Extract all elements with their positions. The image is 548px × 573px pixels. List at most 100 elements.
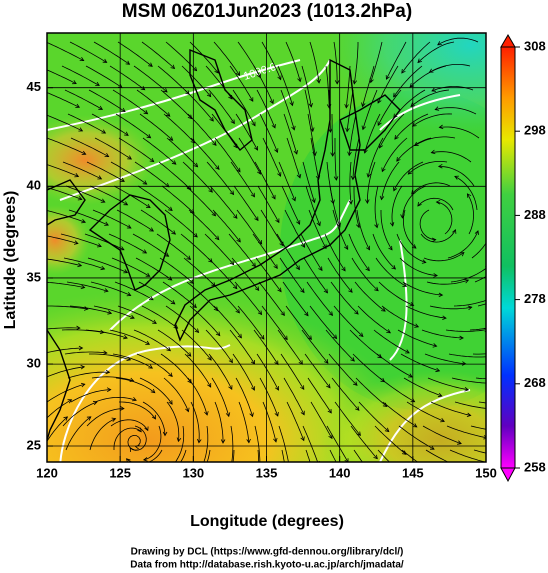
streamline (190, 137, 220, 170)
streamline-arrow (76, 325, 81, 331)
streamline-arrow (277, 287, 282, 293)
streamline-arrow (355, 406, 360, 411)
streamline (67, 371, 110, 379)
streamline (256, 353, 279, 391)
streamline (453, 299, 486, 307)
streamline-arrow (80, 284, 86, 290)
streamline-arrow (328, 434, 333, 440)
isobar (389, 239, 408, 361)
streamline-arrow (285, 488, 289, 492)
streamline (252, 233, 278, 269)
streamline (93, 41, 130, 65)
streamline-arrow (300, 288, 305, 294)
streamline-arrow (126, 292, 132, 297)
streamline (86, 161, 125, 182)
streamline (206, 449, 211, 462)
streamline (137, 185, 173, 211)
streamline-arrow (464, 386, 470, 392)
streamline (160, 89, 192, 119)
streamline (213, 41, 240, 76)
streamline (164, 209, 198, 238)
streamline (393, 65, 423, 98)
streamline (47, 327, 80, 330)
streamline (162, 281, 197, 308)
streamline-arrow (81, 150, 87, 155)
streamline (174, 425, 185, 462)
streamline-arrow (352, 79, 358, 85)
streamline (214, 401, 224, 443)
streamline-arrow (214, 69, 219, 74)
streamline-arrow (430, 149, 436, 155)
streamline (302, 425, 319, 462)
streamline (372, 233, 396, 270)
streamline-arrow (207, 356, 212, 361)
streamline-arrow (120, 406, 125, 411)
streamline (142, 137, 177, 165)
streamline (257, 449, 260, 462)
streamline (94, 396, 137, 403)
streamline (427, 377, 469, 391)
streamline-arrow (80, 382, 86, 388)
streamline-arrow (228, 385, 233, 390)
streamline-arrow (374, 286, 379, 292)
streamline-arrow (77, 196, 83, 201)
streamline (309, 305, 337, 339)
streamline (187, 377, 208, 416)
streamline-arrow (432, 471, 436, 474)
streamline-arrow (232, 284, 238, 290)
streamline-arrow (104, 221, 109, 226)
streamline-arrow (144, 426, 149, 432)
streamline-arrow (400, 214, 405, 219)
streamline (229, 329, 255, 365)
streamline-arrow (143, 110, 149, 115)
streamline (86, 408, 124, 427)
streamline-arrow (434, 106, 440, 111)
streamline (143, 425, 162, 461)
streamline-arrow (208, 188, 213, 193)
streamline-arrow (271, 123, 276, 129)
streamline-arrow (145, 340, 151, 345)
streamline-arrow (170, 64, 176, 70)
streamline (47, 347, 83, 353)
streamline-arrow (130, 314, 135, 319)
streamline-arrow (411, 244, 417, 249)
y-tick-label: 30 (27, 356, 41, 371)
streamline (429, 305, 472, 310)
streamline-arrow (440, 418, 445, 423)
streamline-arrow (289, 101, 294, 107)
streamline (278, 161, 296, 201)
streamline (276, 233, 300, 270)
streamline (301, 65, 312, 107)
streamline (259, 377, 279, 417)
streamline (403, 209, 417, 249)
streamline (445, 329, 486, 332)
streamline (117, 305, 157, 324)
streamline-arrow (377, 98, 382, 104)
streamline-arrow (517, 402, 521, 406)
streamline (331, 377, 360, 411)
streamline (253, 65, 274, 104)
streamline (139, 377, 173, 405)
isobar (59, 344, 231, 462)
streamline (62, 401, 98, 427)
streamline-arrow (193, 162, 199, 168)
streamline (262, 137, 281, 177)
streamline-arrow (408, 373, 413, 378)
streamline-arrow (274, 385, 279, 391)
streamline (61, 65, 100, 86)
streamline (259, 113, 278, 153)
streamline (180, 449, 187, 462)
streamline-arrow (80, 364, 86, 370)
streamlines (47, 37, 521, 492)
streamline (364, 113, 381, 154)
streamline-arrow (127, 155, 133, 160)
streamline (64, 89, 103, 110)
streamline-arrow (207, 383, 212, 388)
streamline-arrow (328, 128, 333, 133)
streamline (346, 89, 354, 132)
streamline (435, 107, 477, 115)
streamline-arrow (316, 486, 320, 490)
streamline (419, 209, 436, 241)
streamline-arrow (389, 221, 395, 227)
streamline (351, 257, 379, 291)
